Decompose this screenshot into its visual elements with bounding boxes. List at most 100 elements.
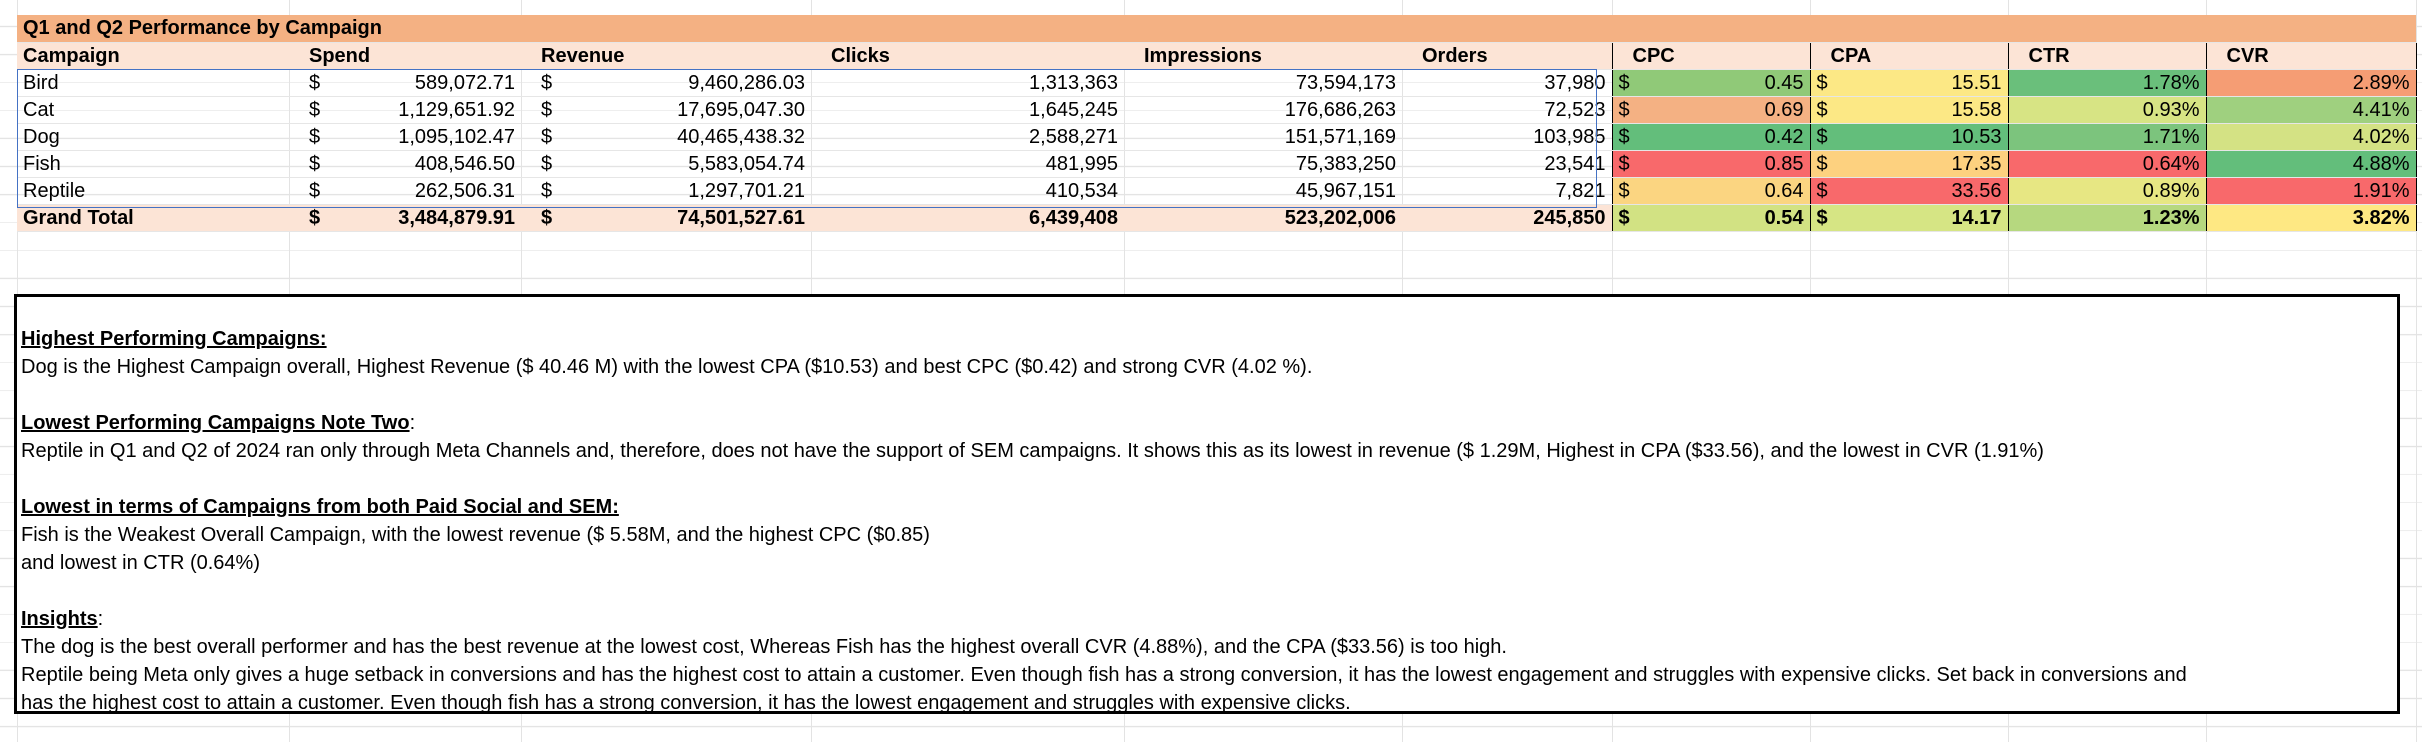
header-cpc[interactable]: CPC — [1611, 42, 1811, 70]
clicks-cell[interactable]: 2,588,271 — [811, 123, 1124, 151]
note-insights-text-2: Reptile being Meta only gives a huge set… — [21, 664, 2187, 686]
impressions-cell[interactable]: 75,383,250 — [1124, 150, 1402, 178]
revenue-cell[interactable]: $1,297,701.21 — [521, 177, 811, 205]
note-heading-insights: Insights — [21, 608, 98, 630]
table-title[interactable]: Q1 and Q2 Performance by Campaign — [17, 15, 2416, 43]
cpa-cell[interactable]: $17.35 — [1809, 150, 2009, 178]
cvr-value: 4.02% — [2352, 125, 2410, 148]
orders-cell[interactable]: 103,985 — [1402, 123, 1612, 151]
spend-cell[interactable]: $262,506.31 — [289, 177, 521, 205]
cpc-cell[interactable]: $0.45 — [1611, 69, 1811, 97]
impressions-cell[interactable]: 151,571,169 — [1124, 123, 1402, 151]
currency-symbol: $ — [309, 98, 321, 121]
table-row: Reptile $262,506.31 $1,297,701.21 410,534 45… — [17, 177, 2417, 205]
spend-value: 408,546.50 — [414, 152, 515, 175]
cpa-value: 33.56 — [1951, 179, 2002, 202]
ctr-cell[interactable]: 1.71% — [2007, 123, 2207, 151]
spend-cell[interactable]: $1,095,102.47 — [289, 123, 521, 151]
currency-symbol: $ — [541, 98, 553, 121]
table-row: Fish $408,546.50 $5,583,054.74 481,995 75,38… — [17, 150, 2417, 178]
ctr-value: 1.71% — [2142, 125, 2200, 148]
impressions-cell[interactable]: 73,594,173 — [1124, 69, 1402, 97]
orders-cell[interactable]: 7,821 — [1402, 177, 1612, 205]
campaign-cell[interactable]: Fish — [17, 150, 289, 178]
ctr-value: 0.64% — [2142, 152, 2200, 175]
spend-cell[interactable]: $589,072.71 — [289, 69, 521, 97]
clicks-cell[interactable]: 6,439,408 — [811, 204, 1124, 232]
header-cvr[interactable]: CVR — [2205, 42, 2417, 70]
campaign-cell[interactable]: Grand Total — [17, 204, 289, 232]
revenue-cell[interactable]: $74,501,527.61 — [521, 204, 811, 232]
ctr-cell[interactable]: 1.78% — [2007, 69, 2207, 97]
header-clicks[interactable]: Clicks — [811, 42, 1124, 70]
campaign-cell[interactable]: Reptile — [17, 177, 289, 205]
spend-cell[interactable]: $3,484,879.91 — [289, 204, 521, 232]
header-impressions[interactable]: Impressions — [1124, 42, 1402, 70]
cvr-cell[interactable]: 4.88% — [2205, 150, 2417, 178]
campaign-cell[interactable]: Bird — [17, 69, 289, 97]
impressions-cell[interactable]: 45,967,151 — [1124, 177, 1402, 205]
impressions-cell[interactable]: 523,202,006 — [1124, 204, 1402, 232]
orders-cell[interactable]: 23,541 — [1402, 150, 1612, 178]
cpc-cell[interactable]: $0.64 — [1611, 177, 1811, 205]
campaign-cell[interactable]: Dog — [17, 123, 289, 151]
header-orders[interactable]: Orders — [1402, 42, 1612, 70]
cpc-cell[interactable]: $0.54 — [1611, 204, 1811, 232]
revenue-cell[interactable]: $40,465,438.32 — [521, 123, 811, 151]
clicks-cell[interactable]: 481,995 — [811, 150, 1124, 178]
cvr-cell[interactable]: 4.41% — [2205, 96, 2417, 124]
orders-cell[interactable]: 72,523 — [1402, 96, 1612, 124]
cpc-cell[interactable]: $0.85 — [1611, 150, 1811, 178]
cvr-value: 1.91% — [2352, 179, 2410, 202]
cpc-value: 0.69 — [1764, 98, 1804, 121]
revenue-value: 5,583,054.74 — [688, 152, 805, 175]
cpa-cell[interactable]: $33.56 — [1809, 177, 2009, 205]
campaign-value: Cat — [23, 98, 55, 121]
cpc-value: 0.54 — [1764, 206, 1804, 229]
ctr-cell[interactable]: 0.89% — [2007, 177, 2207, 205]
currency-symbol: $ — [1618, 71, 1630, 94]
orders-cell[interactable]: 245,850 — [1402, 204, 1612, 232]
revenue-cell[interactable]: $17,695,047.30 — [521, 96, 811, 124]
header-cpa[interactable]: CPA — [1809, 42, 2009, 70]
header-campaign[interactable]: Campaign — [17, 42, 289, 70]
spend-cell[interactable]: $408,546.50 — [289, 150, 521, 178]
ctr-cell[interactable]: 0.93% — [2007, 96, 2207, 124]
clicks-cell[interactable]: 410,534 — [811, 177, 1124, 205]
orders-value: 245,850 — [1533, 206, 1606, 229]
cvr-cell[interactable]: 3.82% — [2205, 204, 2417, 232]
cpa-value: 15.58 — [1951, 98, 2002, 121]
ctr-value: 0.89% — [2142, 179, 2200, 202]
cpa-cell[interactable]: $15.58 — [1809, 96, 2009, 124]
spend-value: 3,484,879.91 — [398, 206, 515, 229]
notes-box[interactable]: Highest Performing Campaigns: Dog is the… — [14, 294, 2400, 714]
cpa-value: 15.51 — [1951, 71, 2002, 94]
campaign-cell[interactable]: Cat — [17, 96, 289, 124]
cvr-cell[interactable]: 2.89% — [2205, 69, 2417, 97]
cvr-cell[interactable]: 4.02% — [2205, 123, 2417, 151]
clicks-cell[interactable]: 1,313,363 — [811, 69, 1124, 97]
cvr-cell[interactable]: 1.91% — [2205, 177, 2417, 205]
ctr-cell[interactable]: 1.23% — [2007, 204, 2207, 232]
header-spend[interactable]: Spend — [289, 42, 521, 70]
cpa-cell[interactable]: $15.51 — [1809, 69, 2009, 97]
spend-cell[interactable]: $1,129,651.92 — [289, 96, 521, 124]
clicks-cell[interactable]: 1,645,245 — [811, 96, 1124, 124]
currency-symbol: $ — [541, 71, 553, 94]
cpc-cell[interactable]: $0.42 — [1611, 123, 1811, 151]
header-ctr[interactable]: CTR — [2007, 42, 2207, 70]
revenue-cell[interactable]: $5,583,054.74 — [521, 150, 811, 178]
ctr-cell[interactable]: 0.64% — [2007, 150, 2207, 178]
impressions-value: 523,202,006 — [1284, 206, 1396, 229]
cvr-value: 4.41% — [2352, 98, 2410, 121]
impressions-cell[interactable]: 176,686,263 — [1124, 96, 1402, 124]
revenue-value: 40,465,438.32 — [677, 125, 805, 148]
cpa-cell[interactable]: $10.53 — [1809, 123, 2009, 151]
cpa-cell[interactable]: $14.17 — [1809, 204, 2009, 232]
header-revenue[interactable]: Revenue — [521, 42, 811, 70]
spend-value: 262,506.31 — [414, 179, 515, 202]
revenue-cell[interactable]: $9,460,286.03 — [521, 69, 811, 97]
cpc-cell[interactable]: $0.69 — [1611, 96, 1811, 124]
orders-cell[interactable]: 37,980 — [1402, 69, 1612, 97]
table-row: Bird $589,072.71 $9,460,286.03 1,313,363 73,… — [17, 69, 2417, 97]
